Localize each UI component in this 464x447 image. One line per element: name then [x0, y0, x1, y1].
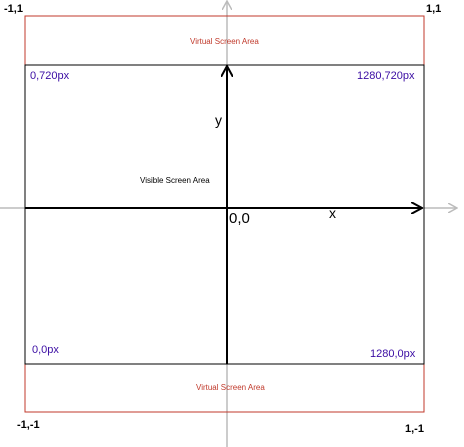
visible-area-label: Visible Screen Area — [140, 176, 210, 185]
corner-label-top-left: -1,1 — [4, 3, 23, 15]
pixel-label-top-left: 0,720px — [30, 70, 70, 82]
corner-label-bottom-right: 1,-1 — [405, 423, 424, 435]
pixel-label-bottom-right: 1280,0px — [370, 348, 416, 360]
y-axis-label: y — [215, 112, 222, 128]
pixel-label-top-right: 1280,720px — [357, 70, 415, 82]
visible-screen-border — [24, 64, 425, 365]
corner-label-bottom-left: -1,-1 — [17, 419, 40, 431]
corner-label-top-right: 1,1 — [426, 3, 442, 15]
origin-label: 0,0 — [229, 210, 250, 227]
virtual-area-label-bottom: Virtual Screen Area — [196, 383, 265, 392]
virtual-area-label-top: Virtual Screen Area — [190, 37, 259, 46]
x-axis-label: x — [329, 205, 336, 221]
pixel-label-bottom-left: 0,0px — [32, 344, 59, 356]
